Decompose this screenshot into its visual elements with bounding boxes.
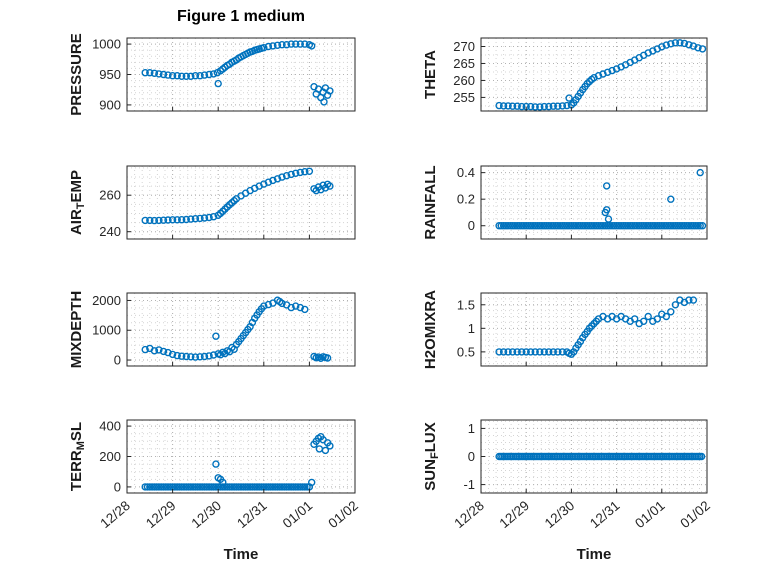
data-points: [495, 168, 707, 230]
y-tick-label: 0.2: [457, 192, 475, 207]
y-axis-label: SUNFLUX: [422, 422, 441, 490]
x-tick-label: 01/01: [280, 498, 316, 531]
tick-marks: [126, 43, 356, 111]
axes-box: [126, 165, 356, 240]
y-tick-label: 200: [99, 449, 121, 464]
y-tick-label: 265: [453, 56, 475, 71]
y-tick-label: 950: [99, 67, 121, 82]
y-tick-label: 2000: [92, 293, 121, 308]
tick-marks: [480, 427, 708, 493]
y-axis-label: TERRMSL: [68, 422, 87, 491]
y-tick-label: 260: [453, 73, 475, 88]
y-tick-label: 900: [99, 97, 121, 112]
axes-box: [480, 292, 708, 367]
y-tick-label: -1: [463, 477, 475, 492]
y-tick-label: 0.5: [457, 344, 475, 359]
y-tick-label: 260: [99, 188, 121, 203]
subplot-theta: 255 260 265 270 THETA: [422, 37, 708, 112]
figure-title: Figure 1 medium: [176, 8, 306, 25]
tick-marks: [126, 425, 356, 493]
subplot-mixdepth: 0 1000 2000 MIXDEPTH: [68, 291, 356, 369]
x-tick-label: 12/29: [143, 498, 179, 531]
x-tick-label: 01/02: [677, 498, 713, 531]
x-tick-label: 12/30: [189, 498, 225, 531]
subplot-pressure: 900 950 1000 PRESSURE: [68, 33, 356, 116]
data-points: [141, 167, 334, 225]
tick-marks: [480, 45, 708, 111]
axes-box: [126, 292, 356, 367]
y-axis-label: RAINFALL: [422, 165, 439, 239]
subplot-rainfall: 0 0.2 0.4 RAINFALL: [422, 165, 708, 240]
x-tick-label: 12/30: [542, 498, 578, 531]
y-tick-label: 0: [468, 449, 475, 464]
y-tick-label: 270: [453, 39, 475, 54]
data-points: [141, 433, 334, 491]
y-tick-label: 0: [468, 218, 475, 233]
y-tick-label: 1: [468, 321, 475, 336]
x-axis-label-left: Time: [223, 546, 259, 563]
x-tick-label: 12/31: [234, 498, 270, 531]
grid-lines: [126, 166, 356, 239]
y-tick-label: 0: [114, 479, 121, 494]
x-tick-label: 12/31: [587, 498, 623, 531]
y-axis-label: AIRTEMP: [68, 170, 87, 235]
y-tick-label: 1000: [92, 323, 121, 338]
x-tick-label: 12/29: [497, 498, 533, 531]
axes-box: [480, 37, 708, 112]
data-points: [141, 296, 332, 362]
y-tick-label: 240: [99, 224, 121, 239]
y-axis-label: PRESSURE: [68, 33, 85, 116]
x-axis-label-right: Time: [576, 546, 612, 563]
data-points: [495, 296, 698, 358]
x-tick-label: 01/01: [632, 498, 668, 531]
y-tick-label: 1000: [92, 37, 121, 52]
y-tick-label: 255: [453, 90, 475, 105]
y-axis-label: H2OMIXRA: [422, 290, 439, 369]
subplot-sunflux: -1 0 1 SUNFLUX 12/28 12/29 12/30 12/31 01/01 01/0…: [422, 419, 713, 531]
tick-marks: [126, 194, 356, 239]
x-tick-label: 12/28: [451, 498, 487, 531]
subplot-terrmsl: 0 200 400 TERRMSL 12/28 12/29 12/30 12/31 01/01 0…: [68, 419, 361, 531]
x-tick-label: 01/02: [325, 498, 361, 531]
y-tick-label: 1.5: [457, 297, 475, 312]
y-axis-label: MIXDEPTH: [68, 291, 85, 369]
subplot-airtemp: 240 260 AIRTEMP: [68, 165, 356, 240]
y-tick-label: 0.4: [457, 165, 475, 180]
data-points: [141, 40, 334, 106]
y-tick-label: 0: [114, 353, 121, 368]
data-points: [495, 39, 707, 111]
grid-lines: [126, 420, 356, 493]
data-points: [495, 452, 706, 461]
x-tick-label: 12/28: [97, 498, 133, 531]
tick-marks: [480, 172, 708, 239]
subplot-h2omixra: 0.5 1 1.5 H2OMIXRA: [422, 290, 708, 369]
y-tick-label: 400: [99, 419, 121, 434]
tick-marks: [126, 299, 356, 366]
y-axis-label: THETA: [422, 50, 439, 99]
axes-box: [480, 165, 708, 240]
y-tick-label: 1: [468, 421, 475, 436]
tick-marks: [480, 304, 708, 366]
